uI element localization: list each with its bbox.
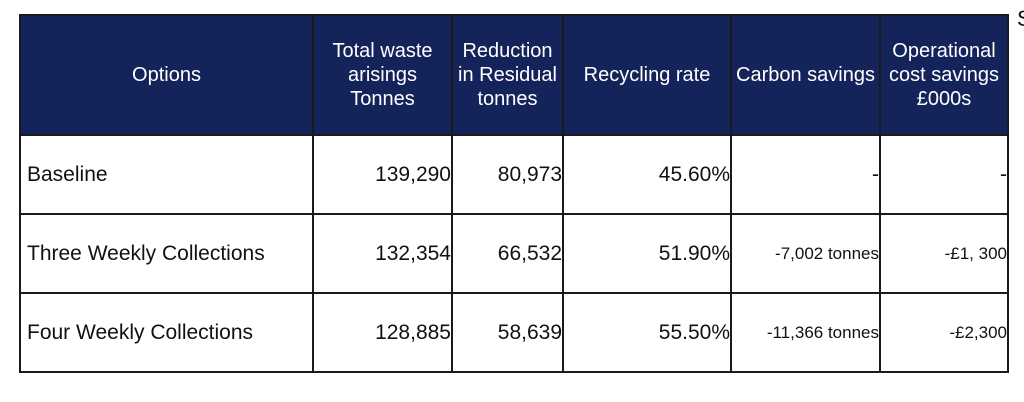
header-total-waste: Total waste arisings Tonnes — [312, 14, 453, 136]
header-recycling-rate: Recycling rate — [562, 14, 732, 136]
option-cell: Three Weekly Collections — [19, 213, 314, 294]
table-body: Baseline 139,290 80,973 45.60% - - Three… — [19, 134, 1009, 373]
reduction-cell: 80,973 — [451, 134, 564, 215]
cost-savings-cell: -£2,300 — [879, 292, 1009, 373]
table-header: Options Total waste arisings Tonnes Redu… — [19, 14, 1009, 136]
cost-savings-cell: - — [879, 134, 1009, 215]
header-cost-savings: Operational cost savings £000s — [879, 14, 1009, 136]
header-carbon-savings: Carbon savings — [730, 14, 881, 136]
carbon-savings-cell: -7,002 tonnes — [730, 213, 881, 294]
total-waste-cell: 128,885 — [312, 292, 453, 373]
edge-text: S — [1017, 8, 1024, 30]
header-row: Options Total waste arisings Tonnes Redu… — [19, 14, 1009, 136]
total-waste-cell: 132,354 — [312, 213, 453, 294]
option-cell: Baseline — [19, 134, 314, 215]
recycling-rate-cell: 55.50% — [562, 292, 732, 373]
recycling-rate-cell: 45.60% — [562, 134, 732, 215]
cost-savings-cell: -£1, 300 — [879, 213, 1009, 294]
header-options: Options — [19, 14, 314, 136]
table-row: Three Weekly Collections 132,354 66,532 … — [19, 213, 1009, 294]
recycling-rate-cell: 51.90% — [562, 213, 732, 294]
reduction-cell: 66,532 — [451, 213, 564, 294]
reduction-cell: 58,639 — [451, 292, 564, 373]
carbon-savings-cell: -11,366 tonnes — [730, 292, 881, 373]
total-waste-cell: 139,290 — [312, 134, 453, 215]
option-cell: Four Weekly Collections — [19, 292, 314, 373]
waste-options-table: Options Total waste arisings Tonnes Redu… — [19, 14, 1009, 373]
table-row: Four Weekly Collections 128,885 58,639 5… — [19, 292, 1009, 373]
table-row: Baseline 139,290 80,973 45.60% - - — [19, 134, 1009, 215]
carbon-savings-cell: - — [730, 134, 881, 215]
header-reduction: Reduction in Residual tonnes — [451, 14, 564, 136]
